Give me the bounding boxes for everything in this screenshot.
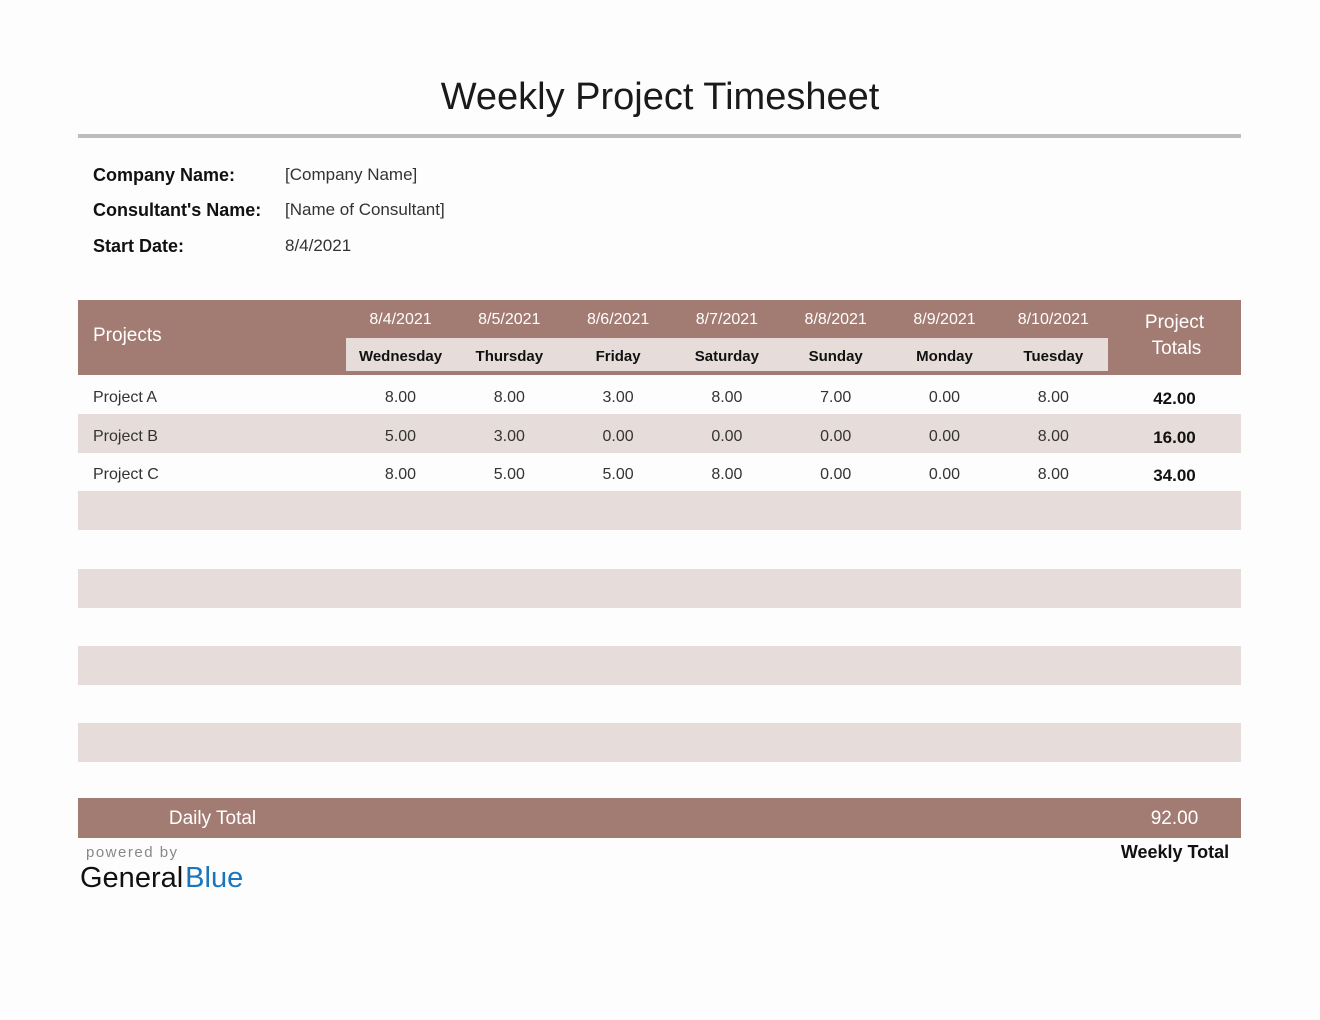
column-day: Saturday (694, 348, 759, 365)
table-row[interactable] (78, 607, 1241, 646)
table-row[interactable] (78, 645, 1241, 685)
info-label: Start Date: (93, 236, 185, 256)
hours-cell[interactable]: 5.00 (384, 427, 417, 445)
hours-cell[interactable]: 7.00 (820, 389, 852, 406)
weekly-total-label: Weekly Total (1120, 842, 1230, 862)
info-value[interactable]: [Company Name] (285, 165, 418, 184)
hours-cell[interactable]: 0.00 (602, 427, 634, 445)
table-row[interactable] (78, 413, 1241, 453)
daily-total-label: Daily Total (168, 808, 257, 829)
table-row[interactable] (78, 762, 1241, 801)
column-date: 8/10/2021 (1017, 311, 1089, 328)
info-value[interactable]: 8/4/2021 (285, 236, 352, 255)
projects-header: Projects (93, 325, 162, 346)
project-name: Project C (93, 466, 159, 484)
info-label: Consultant's Name: (93, 200, 262, 220)
weekday-band (346, 338, 1108, 371)
hours-cell[interactable]: 8.00 (711, 389, 743, 406)
hours-cell[interactable]: 8.00 (1037, 427, 1069, 445)
hours-cell[interactable]: 0.00 (928, 466, 961, 484)
hours-cell[interactable]: 8.00 (384, 466, 417, 484)
table-row[interactable] (78, 491, 1241, 531)
generalblue-logo: GeneralBlue (80, 862, 243, 895)
hours-cell[interactable]: 8.00 (384, 389, 417, 406)
table-row[interactable] (78, 723, 1241, 763)
project-total: 34.00 (1153, 466, 1196, 486)
table-row[interactable] (78, 568, 1241, 608)
column-date: 8/5/2021 (478, 311, 541, 328)
column-day: Friday (595, 348, 641, 365)
column-day: Sunday (808, 348, 863, 365)
column-date: 8/9/2021 (913, 311, 976, 328)
project-totals-header-2: Totals (1151, 338, 1202, 359)
column-date: 8/6/2021 (586, 311, 650, 328)
table-row[interactable] (78, 685, 1241, 724)
hours-cell[interactable]: 8.00 (711, 466, 743, 484)
project-total: 42.00 (1153, 389, 1196, 408)
table-row[interactable] (78, 530, 1241, 569)
hours-cell[interactable]: 3.00 (602, 389, 634, 406)
project-name: Project B (93, 427, 158, 445)
column-day: Thursday (475, 348, 544, 365)
column-date: 8/8/2021 (804, 311, 867, 328)
daily-total-bar (78, 798, 1241, 838)
hours-cell[interactable]: 0.00 (820, 427, 852, 445)
hours-cell[interactable]: 8.00 (493, 389, 525, 406)
powered-by: powered by (86, 844, 179, 861)
logo-general: General (80, 862, 184, 894)
hours-cell[interactable]: 0.00 (711, 427, 743, 445)
hours-cell[interactable]: 5.00 (493, 466, 525, 484)
weekly-total-value: 92.00 (1150, 808, 1199, 829)
project-total: 16.00 (1153, 427, 1196, 447)
info-value[interactable]: [Name of Consultant] (285, 200, 445, 219)
hours-cell[interactable]: 0.00 (820, 466, 852, 484)
project-name: Project A (93, 389, 158, 406)
column-day: Tuesday (1023, 348, 1084, 365)
page-title: Weekly Project Timesheet (440, 76, 880, 118)
column-day: Wednesday (358, 348, 443, 365)
hours-cell[interactable]: 5.00 (602, 466, 634, 484)
column-date: 8/4/2021 (369, 311, 432, 328)
logo-blue: Blue (185, 862, 244, 894)
info-label: Company Name: (93, 165, 236, 185)
column-day: Monday (916, 348, 973, 365)
column-date: 8/7/2021 (695, 311, 759, 328)
hours-cell[interactable]: 8.00 (1037, 389, 1069, 406)
project-totals-header-1: Project (1144, 312, 1205, 333)
title-divider (78, 134, 1241, 138)
hours-cell[interactable]: 0.00 (928, 389, 961, 406)
hours-cell[interactable]: 3.00 (493, 427, 525, 445)
hours-cell[interactable]: 8.00 (1037, 466, 1069, 484)
hours-cell[interactable]: 0.00 (928, 427, 961, 445)
